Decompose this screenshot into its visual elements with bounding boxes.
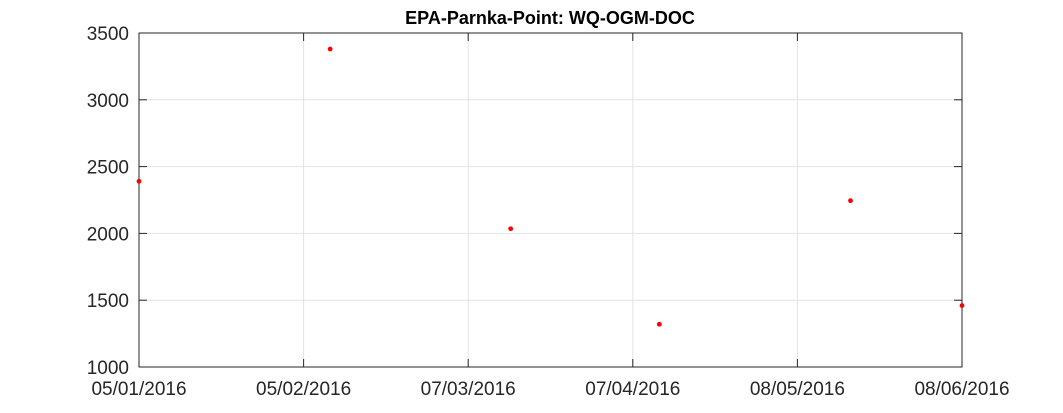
data-point	[508, 226, 514, 232]
x-tick-label: 08/05/2016	[750, 379, 845, 400]
tick-marks	[138, 32, 963, 368]
y-tick-label: 3500	[87, 24, 129, 45]
x-tick-label: 08/06/2016	[914, 379, 1009, 400]
y-tick-label: 2000	[87, 224, 129, 245]
data-point	[959, 303, 965, 308]
axes	[138, 32, 963, 368]
x-tick-label: 07/04/2016	[585, 379, 680, 400]
plot-area: 05/01/2016 05/02/2016 07/03/2016 07/04/2016…	[87, 24, 1010, 400]
y-tick-label: 2500	[87, 158, 129, 179]
tick-labels: 05/01/2016 05/02/2016 07/03/2016 07/04/2016…	[87, 24, 1010, 400]
axes-box	[138, 32, 963, 368]
y-tick-label: 3000	[87, 91, 129, 112]
x-tick-label: 05/01/2016	[91, 379, 186, 400]
data-point	[848, 198, 853, 204]
x-tick-label: 07/03/2016	[421, 379, 516, 400]
data-point	[656, 321, 662, 327]
data-point	[136, 178, 142, 184]
data-point	[327, 46, 333, 52]
y-tick-label: 1500	[87, 291, 129, 312]
y-tick-label: 1000	[87, 358, 129, 379]
data-points	[136, 46, 965, 327]
chart-title: EPA-Parnka-Point: WQ-OGM-DOC	[405, 8, 695, 28]
x-tick-label: 05/02/2016	[256, 379, 351, 400]
